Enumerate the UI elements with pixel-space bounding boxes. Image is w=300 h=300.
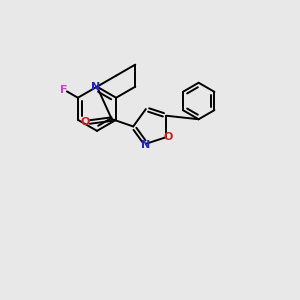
Text: F: F [60,85,68,94]
Text: O: O [80,117,90,127]
Text: N: N [141,140,151,150]
Text: N: N [91,82,100,92]
Text: O: O [164,132,173,142]
